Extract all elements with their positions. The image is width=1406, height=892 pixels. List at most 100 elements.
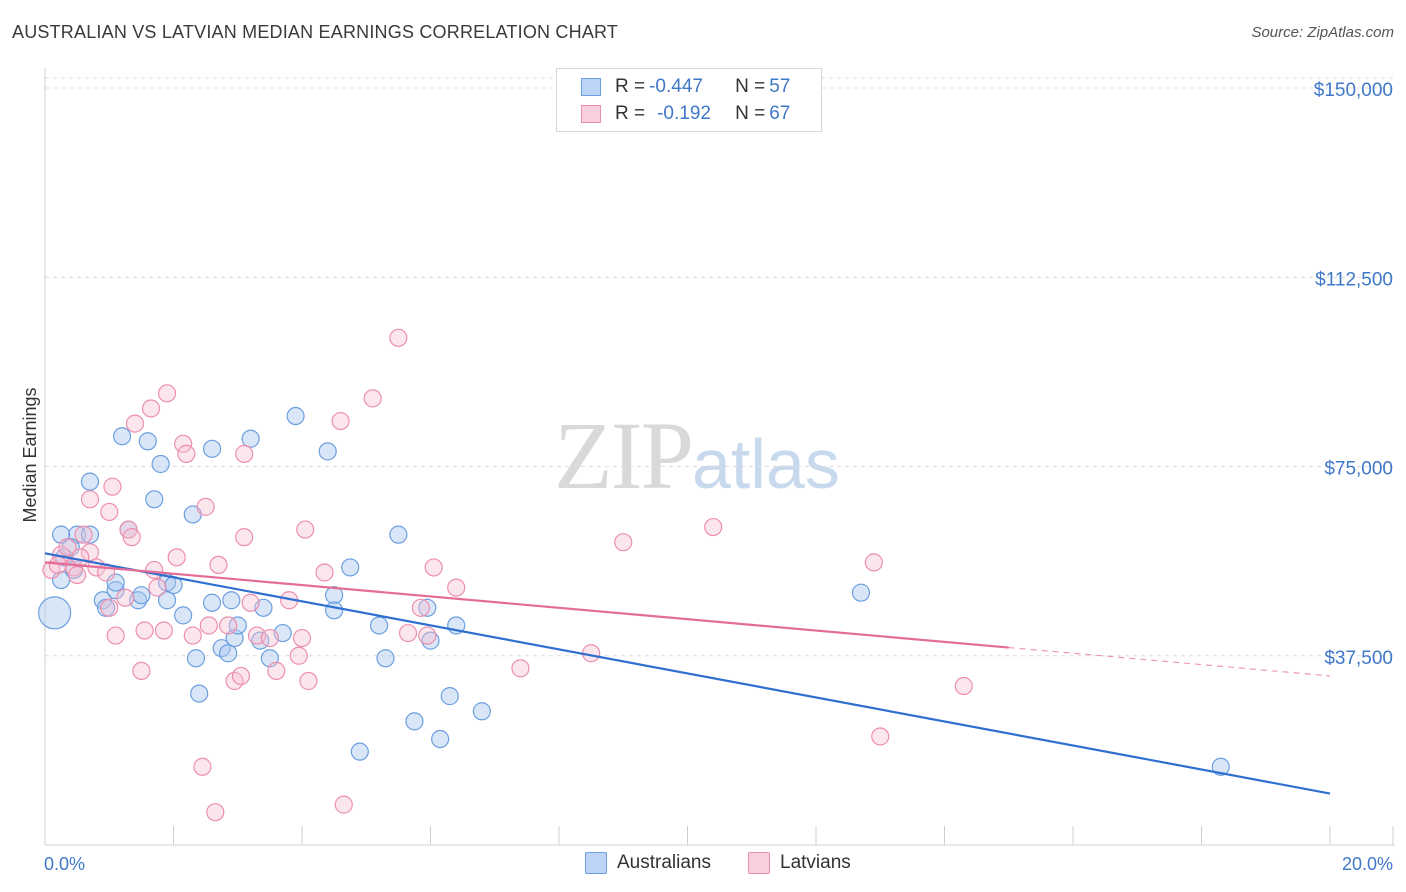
point-australians bbox=[350, 742, 369, 761]
point-latvians bbox=[418, 626, 437, 645]
point-australians bbox=[80, 472, 100, 491]
point-latvians bbox=[954, 676, 973, 696]
point-latvians bbox=[299, 671, 318, 691]
point-latvians bbox=[167, 548, 186, 567]
chart-title: AUSTRALIAN VS LATVIAN MEDIAN EARNINGS CO… bbox=[12, 22, 619, 42]
point-australians bbox=[376, 649, 395, 668]
point-latvians bbox=[103, 477, 122, 496]
point-australians bbox=[202, 593, 222, 612]
y-tick-label: $37,500 bbox=[1324, 648, 1393, 669]
legend-swatch-australians bbox=[581, 78, 601, 96]
point-australians bbox=[138, 432, 157, 451]
y-axis-title: Median Earnings bbox=[20, 387, 40, 522]
y-tick-label: $75,000 bbox=[1324, 459, 1393, 480]
watermark: ZIPatlas bbox=[554, 400, 840, 511]
point-latvians bbox=[231, 666, 251, 686]
point-latvians bbox=[334, 795, 353, 814]
point-australians bbox=[431, 729, 450, 749]
legend-n-label: N = bbox=[735, 103, 766, 124]
point-australians bbox=[174, 606, 193, 625]
point-latvians bbox=[106, 626, 125, 645]
point-australians bbox=[186, 649, 206, 668]
point-latvians bbox=[116, 588, 135, 607]
legend: R = -0.447 N = 57 R = -0.192 N = 67 bbox=[556, 68, 822, 132]
point-australians bbox=[228, 616, 247, 635]
point-australians bbox=[1211, 757, 1230, 776]
point-australians bbox=[389, 525, 408, 544]
point-latvians bbox=[389, 328, 408, 347]
point-latvians bbox=[331, 411, 350, 431]
point-latvians bbox=[511, 659, 530, 678]
point-latvians bbox=[871, 727, 890, 746]
point-australians bbox=[325, 586, 344, 605]
point-latvians bbox=[100, 502, 119, 522]
point-australians bbox=[421, 631, 440, 650]
point-latvians bbox=[199, 616, 218, 635]
point-latvians bbox=[315, 563, 334, 582]
point-latvians bbox=[206, 803, 225, 822]
point-latvians bbox=[74, 525, 93, 544]
point-latvians bbox=[132, 661, 151, 680]
point-latvians bbox=[447, 578, 466, 597]
watermark-atlas: atlas bbox=[692, 425, 840, 503]
point-latvians bbox=[235, 528, 254, 547]
grid-lines bbox=[45, 77, 1395, 657]
trend-line-latvians bbox=[44, 561, 1009, 649]
point-australians bbox=[145, 490, 164, 509]
source-label: Source: ZipAtlas.com bbox=[1251, 24, 1394, 41]
point-australians bbox=[80, 525, 100, 544]
bottom-legend-swatch-latvians bbox=[748, 852, 770, 874]
point-latvians bbox=[71, 548, 90, 567]
x-tick-label: 20.0% bbox=[1342, 854, 1393, 874]
legend-row-latvians: R = -0.192 N = 67 bbox=[581, 102, 790, 126]
point-australians bbox=[219, 644, 238, 663]
y-tick-label: $112,500 bbox=[1315, 269, 1393, 290]
legend-r-label: R = bbox=[615, 76, 646, 97]
point-latvians bbox=[363, 389, 382, 408]
point-latvians bbox=[196, 497, 215, 516]
point-australians bbox=[286, 406, 305, 426]
point-latvians bbox=[614, 533, 633, 552]
point-latvians bbox=[292, 628, 312, 648]
point-latvians bbox=[235, 444, 254, 463]
x-tick-label: 0.0% bbox=[44, 854, 85, 874]
point-latvians bbox=[241, 593, 260, 612]
y-tick-label: $150,000 bbox=[1314, 80, 1393, 101]
legend-n-value: 57 bbox=[769, 76, 791, 97]
point-latvians bbox=[209, 555, 228, 575]
bottom-legend-latvians: Latvians bbox=[748, 852, 851, 874]
point-australians bbox=[418, 598, 437, 617]
point-latvians bbox=[183, 626, 202, 645]
bottom-legend-swatch-australians bbox=[585, 852, 607, 874]
point-latvians bbox=[135, 621, 154, 640]
point-latvians bbox=[157, 384, 177, 403]
point-latvians bbox=[125, 414, 145, 433]
point-latvians bbox=[174, 434, 193, 453]
point-latvians bbox=[289, 646, 308, 665]
point-latvians bbox=[80, 490, 100, 509]
point-latvians bbox=[100, 598, 119, 617]
point-latvians bbox=[398, 623, 418, 643]
point-australians bbox=[38, 596, 72, 630]
point-australians bbox=[318, 442, 337, 461]
bottom-legend-australians: Australians bbox=[585, 852, 711, 874]
point-latvians bbox=[154, 621, 173, 640]
point-latvians bbox=[141, 399, 161, 418]
legend-r-label: R = bbox=[615, 103, 646, 124]
point-latvians bbox=[864, 553, 883, 572]
legend-n-value: 67 bbox=[769, 103, 791, 124]
point-latvians bbox=[411, 598, 430, 617]
legend-r-value: -0.447 bbox=[649, 76, 703, 97]
point-australians bbox=[151, 454, 170, 474]
point-australians bbox=[370, 616, 389, 635]
point-latvians bbox=[296, 520, 315, 539]
point-latvians bbox=[148, 578, 167, 597]
point-australians bbox=[241, 429, 260, 448]
point-australians bbox=[106, 581, 125, 600]
point-australians bbox=[851, 583, 871, 602]
bottom-legend-label: Latvians bbox=[780, 852, 851, 873]
point-latvians bbox=[267, 661, 286, 680]
point-australians bbox=[325, 601, 344, 620]
point-latvians bbox=[177, 444, 196, 463]
